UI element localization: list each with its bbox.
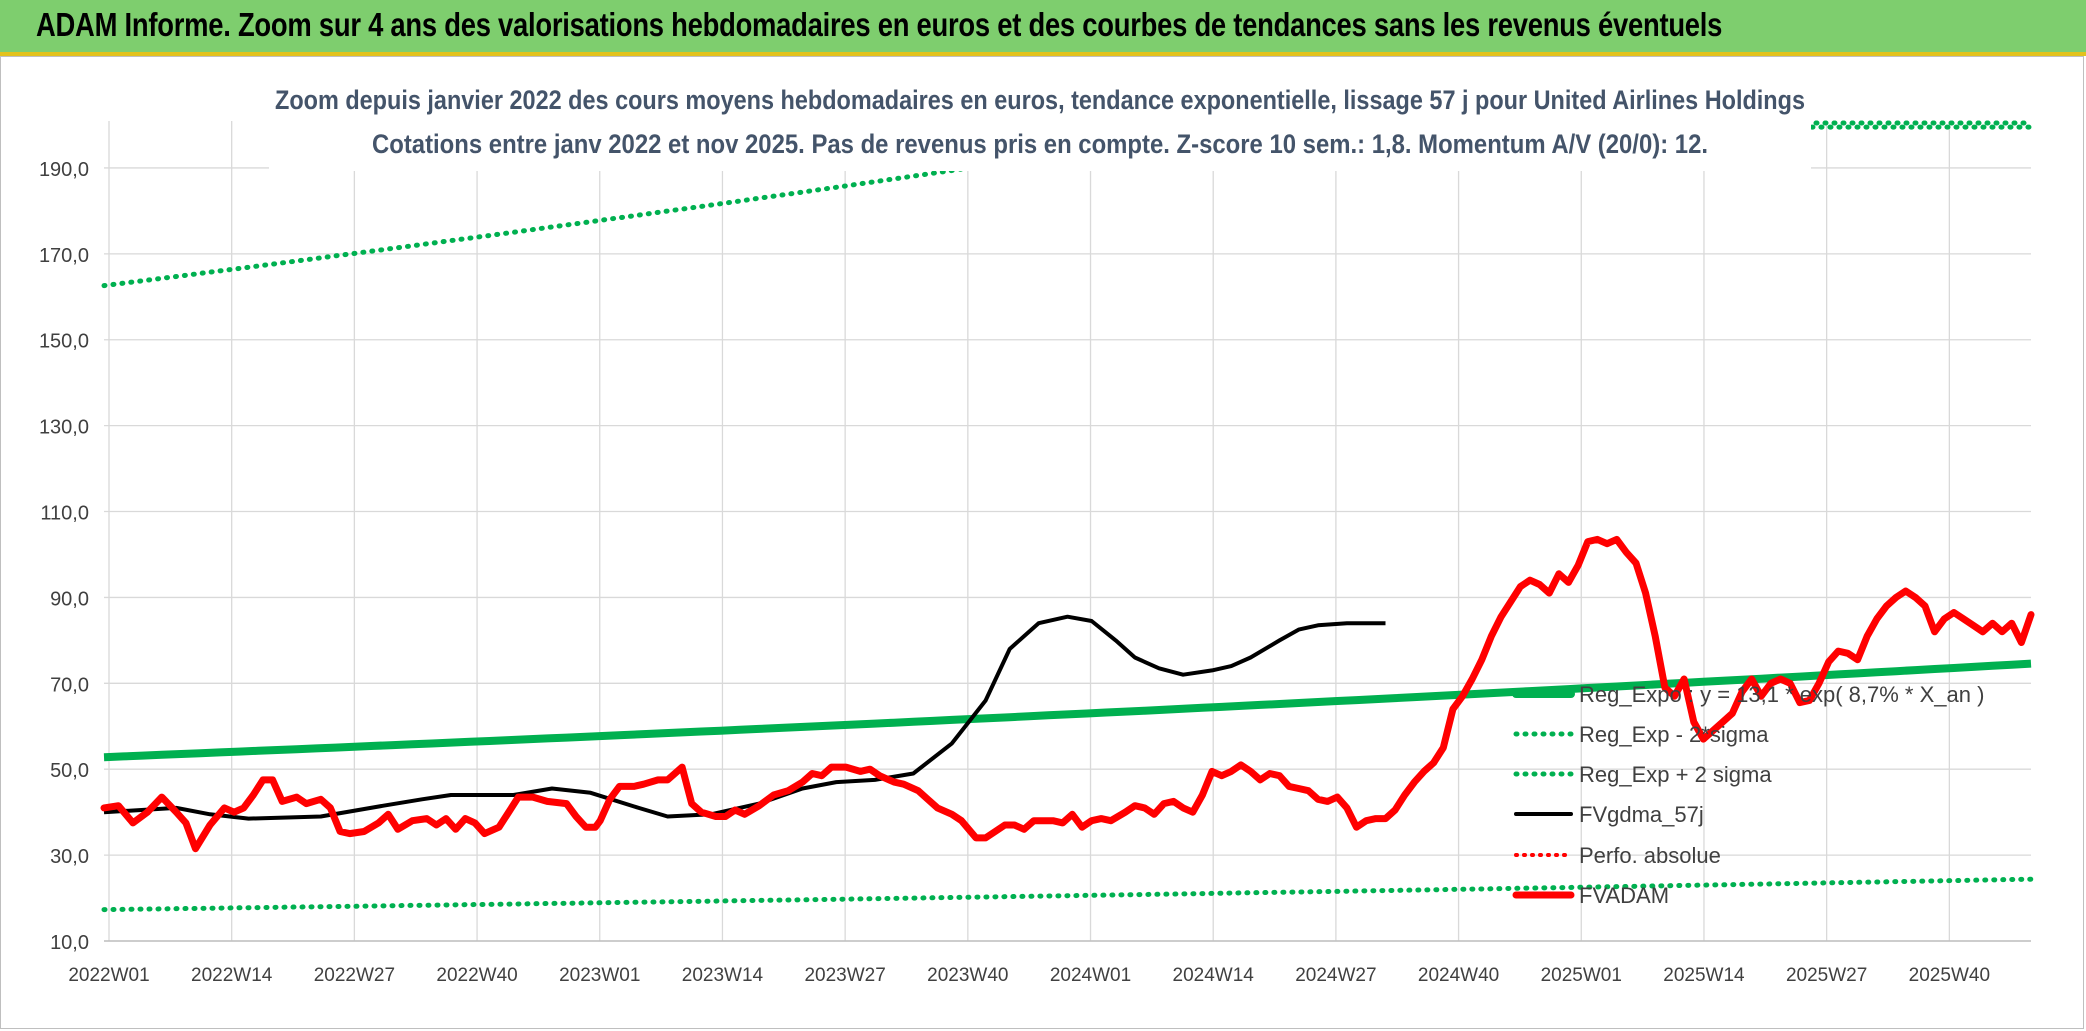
x-tick-label: 2022W40 (436, 965, 517, 986)
x-tick-label: 2025W14 (1663, 965, 1745, 986)
y-tick-label: 90,0 (50, 588, 89, 610)
x-tick-label: 2023W27 (804, 965, 885, 986)
chart-title: Zoom depuis janvier 2022 des cours moyen… (275, 85, 1805, 115)
x-tick-label: 2023W01 (559, 965, 640, 986)
reg-exp-minus-2sigma-line (101, 876, 2034, 913)
x-tick-label: 2023W14 (682, 965, 764, 986)
legend-fvadam-label: FVADAM (1579, 883, 1669, 908)
y-tick-label: 30,0 (50, 846, 89, 868)
line-chart: Zoom depuis janvier 2022 des cours moyen… (39, 81, 2035, 986)
chart-frame: Zoom depuis janvier 2022 des cours moyen… (0, 56, 2084, 1029)
y-tick-label: 170,0 (39, 245, 89, 267)
x-tick-label: 2024W14 (1173, 965, 1255, 986)
y-tick-label: 70,0 (50, 674, 89, 696)
x-tick-label: 2022W14 (191, 965, 273, 986)
title-background (269, 81, 1811, 171)
y-axis-ticks: 190,0 170,0 150,0 130,0 110,0 90,0 70,0 50,0 30,… (39, 159, 89, 954)
x-tick-label: 2025W01 (1541, 965, 1622, 986)
legend-reg-exp-minus-label: Reg_Exp - 2*sigma (1579, 722, 1769, 747)
x-tick-label: 2025W27 (1786, 965, 1867, 986)
x-tick-label: 2022W01 (68, 965, 149, 986)
x-tick-label: 2022W27 (314, 965, 395, 986)
banner-title: ADAM Informe. Zoom sur 4 ans des valoris… (36, 6, 1723, 43)
reg-expo-line (103, 659, 2032, 762)
legend: Reg_Expo : y = 13,1 * exp( 8,7% * X_an )… (1512, 682, 1984, 908)
x-tick-label: 2024W40 (1418, 965, 1499, 986)
x-axis-ticks: 2022W01 2022W14 2022W27 2022W40 2023W01 2023W… (68, 965, 1990, 986)
y-tick-label: 110,0 (40, 503, 89, 525)
report-banner: ADAM Informe. Zoom sur 4 ans des valoris… (0, 0, 2086, 56)
x-tick-label: 2023W40 (927, 965, 1008, 986)
y-tick-label: 150,0 (39, 331, 89, 353)
legend-reg-exp-plus-label: Reg_Exp + 2 sigma (1579, 762, 1772, 787)
y-tick-label: 50,0 (50, 760, 89, 782)
legend-perfo-label: Perfo. absolue (1579, 843, 1721, 868)
y-tick-label: 10,0 (50, 932, 89, 954)
vertical-gridlines (108, 121, 1950, 941)
series-layer (100, 120, 2035, 913)
fvgdma-57j-line (103, 614, 1386, 821)
x-tick-label: 2025W40 (1909, 965, 1990, 986)
legend-fvgdma-label: FVgdma_57j (1579, 802, 1704, 827)
legend-reg-expo-label: Reg_Expo : y = 13,1 * exp( 8,7% * X_an ) (1579, 682, 1984, 707)
x-tick-label: 2024W01 (1050, 965, 1131, 986)
y-tick-label: 130,0 (39, 417, 89, 439)
y-tick-label: 190,0 (39, 159, 89, 181)
x-tick-label: 2024W27 (1295, 965, 1376, 986)
chart-subtitle: Cotations entre janv 2022 et nov 2025. P… (372, 129, 1708, 159)
fvadam-line (100, 535, 2035, 853)
